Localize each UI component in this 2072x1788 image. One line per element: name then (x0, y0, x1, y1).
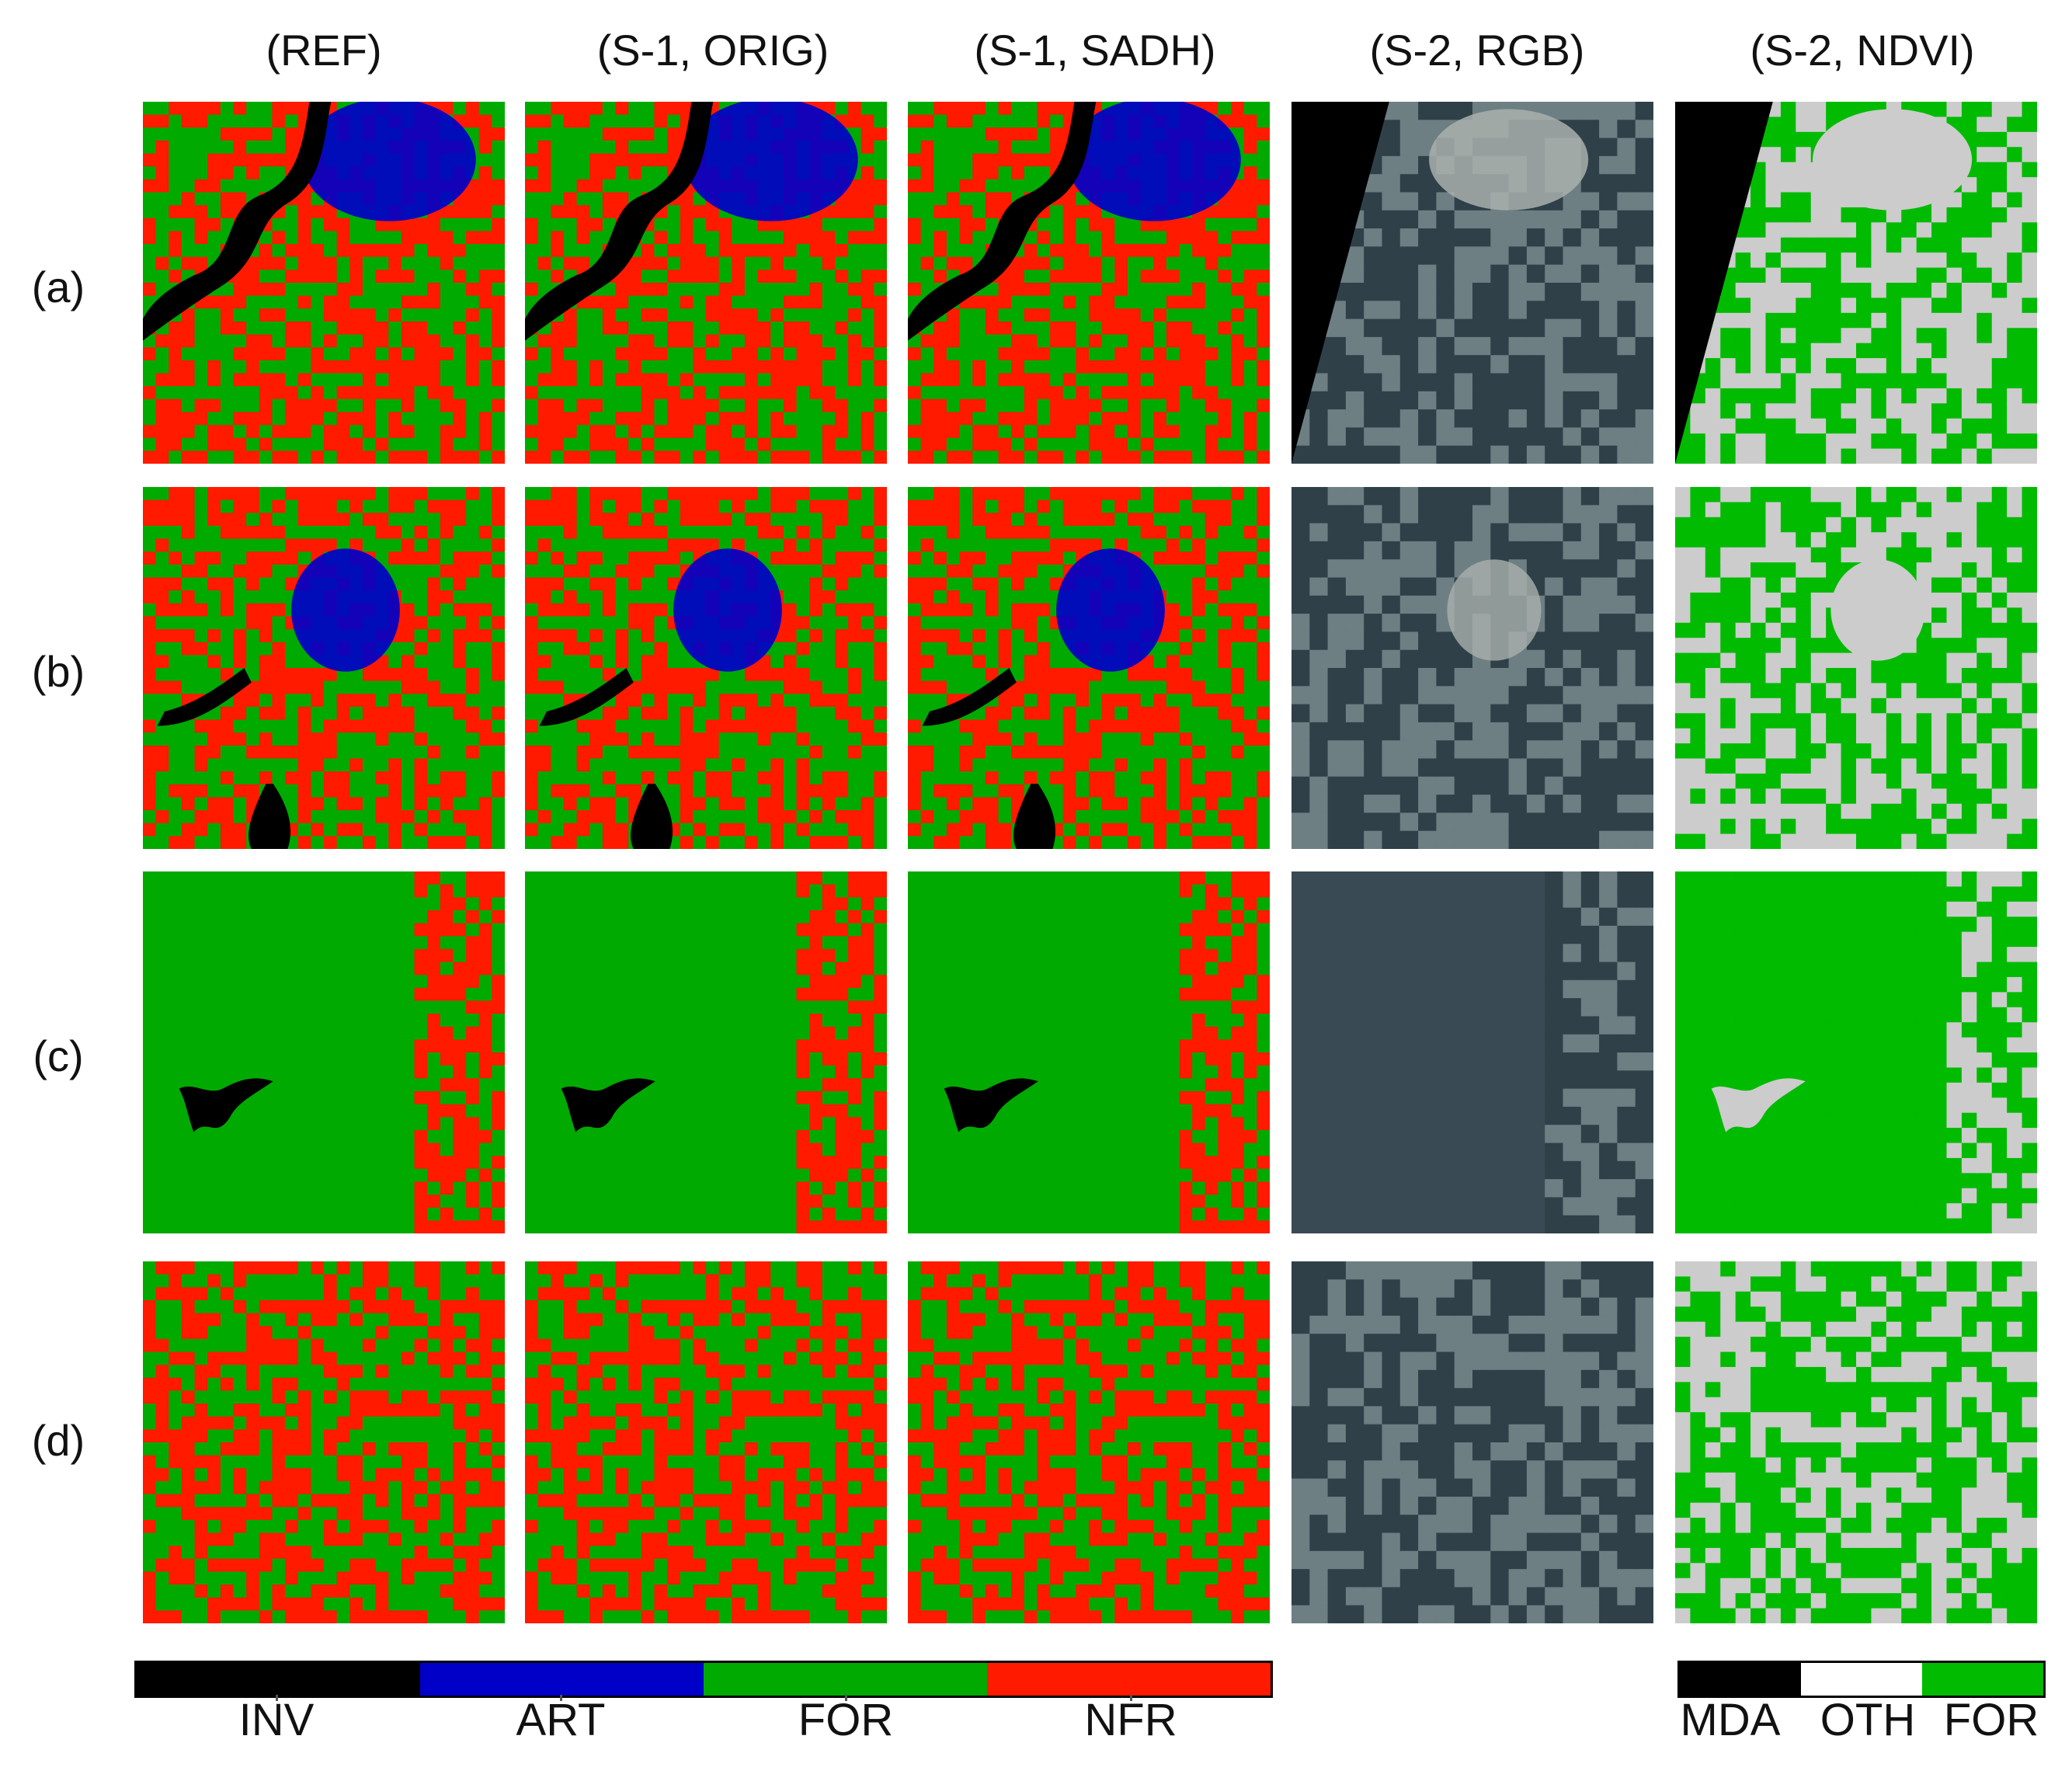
map-panel-a-s2-ndvi (1675, 102, 2037, 464)
colorbar-tick (1130, 1695, 1132, 1701)
map-panel-b-s2-ndvi (1675, 487, 2037, 849)
map-panel-d-s2-rgb (1292, 1261, 1653, 1623)
map-panel-a-s1-sadh (908, 102, 1270, 464)
row-label-b: (b) (31, 647, 85, 696)
colorbar-tick (845, 1695, 847, 1701)
map-panel-c-s2-ndvi (1675, 871, 2037, 1233)
ndvi-colorbar-segment-for (1922, 1663, 2043, 1696)
map-panel-c-s2-rgb (1292, 871, 1653, 1233)
colorbar-tick (560, 1695, 562, 1701)
colorbar-segment-nfr (987, 1663, 1271, 1696)
map-panel-d-s2-ndvi (1675, 1261, 2037, 1623)
map-panel-c-s1-orig (525, 871, 887, 1233)
map-panel-c-ref (143, 871, 505, 1233)
map-panel-b-s1-sadh (908, 487, 1270, 849)
map-panel-a-ref (143, 102, 505, 464)
legend-label-art: ART (516, 1695, 606, 1745)
column-title-s1-sadh: (S-1, SADH) (974, 26, 1216, 75)
colorbar-segment-for (704, 1663, 987, 1696)
legend-label-nfr: NFR (1084, 1695, 1177, 1745)
colorbar-segment-art (420, 1663, 704, 1696)
legend-label-for: FOR (798, 1695, 894, 1745)
map-panel-b-ref (143, 487, 505, 849)
map-panel-d-s1-sadh (908, 1261, 1270, 1623)
colorbar-segment-inv (137, 1663, 420, 1696)
map-panel-c-s1-sadh (908, 871, 1270, 1233)
map-panel-b-s1-orig (525, 487, 887, 849)
map-panel-a-s2-rgb (1292, 102, 1653, 464)
row-label-a: (a) (31, 263, 85, 311)
map-panel-d-ref (143, 1261, 505, 1623)
ndvi-legend-label-for: FOR (1943, 1695, 2039, 1745)
colorbar-tick (276, 1695, 278, 1701)
ndvi-colorbar-segment-oth (1801, 1663, 1922, 1696)
column-title-s1-orig: (S-1, ORIG) (596, 26, 829, 75)
column-title-ref: (REF) (266, 26, 382, 75)
ndvi-colorbar (1677, 1661, 2046, 1698)
map-panel-b-s2-rgb (1292, 487, 1653, 849)
map-panel-d-s1-orig (525, 1261, 887, 1623)
classification-colorbar (134, 1661, 1273, 1698)
row-label-c: (c) (33, 1031, 84, 1080)
map-panel-a-s1-orig (525, 102, 887, 464)
ndvi-legend-label-mda: MDA (1680, 1695, 1781, 1745)
column-title-s2-ndvi: (S-2, NDVI) (1750, 26, 1975, 75)
legend-label-inv: INV (238, 1695, 315, 1745)
ndvi-legend-label-oth: OTH (1820, 1695, 1916, 1745)
ndvi-colorbar-segment-mda (1680, 1663, 1801, 1696)
column-title-s2-rgb: (S-2, RGB) (1369, 26, 1585, 75)
row-label-d: (d) (31, 1416, 85, 1465)
